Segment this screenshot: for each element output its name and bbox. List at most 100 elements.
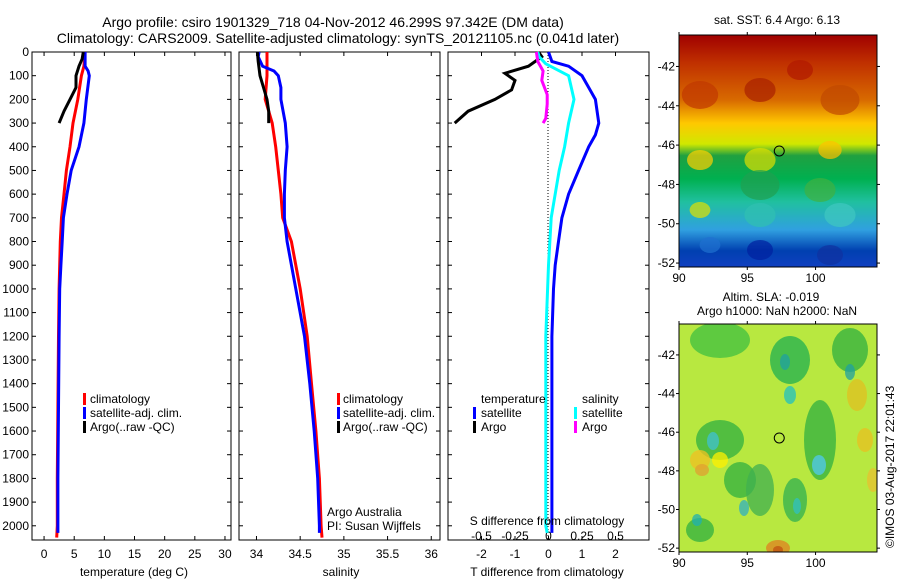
- x-tick-label: 100: [806, 271, 826, 285]
- sst-field-patch: [740, 170, 780, 200]
- sst-field-patch: [699, 237, 721, 253]
- sla-field-patch: [847, 379, 867, 411]
- x-tick-label: 10: [98, 547, 112, 561]
- x-tick-label: 15: [128, 547, 142, 561]
- sla-field-patch: [746, 464, 774, 516]
- sst-field-patch: [817, 245, 843, 265]
- y-tick-label: 400: [9, 140, 29, 154]
- x-tick-label: 0: [545, 547, 552, 561]
- sst-field: [679, 35, 877, 267]
- y-tick-label: -48: [658, 464, 676, 478]
- y-tick-label: -50: [658, 502, 676, 516]
- y-tick-label: 1100: [3, 306, 29, 320]
- legend-swatch-temp-satellite: [473, 407, 476, 419]
- x-tick-label: -1: [510, 547, 521, 561]
- y-tick-label: 1700: [2, 448, 29, 462]
- y-tick-label: -52: [658, 256, 676, 270]
- sst-axes-frame: [678, 34, 878, 268]
- x-tick-label: 95: [741, 271, 755, 285]
- sla-field-patch: [739, 500, 749, 516]
- x-tick-label: 35.5: [376, 547, 400, 561]
- y-tick-label: 1500: [2, 400, 29, 414]
- y-tick-label: 1400: [2, 377, 29, 391]
- sst-lat-axis: -42 -44 -46 -48 -50 -52: [658, 59, 880, 270]
- sla-field-patch: [773, 546, 783, 552]
- y-tick-label: 200: [9, 92, 29, 106]
- series-line-salinity-argo: [534, 51, 549, 124]
- x-tick-label: 0: [41, 547, 48, 561]
- x-tick-label: 100: [806, 556, 826, 570]
- difference-panel: -2 -1 0 1 2 -0.5 -0.25 0 0.25 0.5 S difference f…: [447, 51, 650, 579]
- sla-field-patch: [686, 518, 714, 542]
- x-tick-label: 90: [672, 271, 686, 285]
- sla-argo-location-marker: [773, 432, 785, 444]
- y-tick-label: 1800: [2, 471, 29, 485]
- sla-field-patch: [780, 354, 790, 370]
- sst-field-patch: [744, 148, 776, 172]
- salinity-legend: climatology satellite-adj. clim. Argo(..…: [337, 392, 435, 434]
- y-tick-label: -44: [658, 99, 676, 113]
- sst-field-patch: [744, 203, 776, 227]
- x-tick-label: 90: [672, 556, 686, 570]
- legend-swatch-satellite-adj: [83, 407, 86, 419]
- y-tick-label: 700: [9, 211, 29, 225]
- y-tick-label: -46: [658, 425, 676, 439]
- sst-field-patch: [820, 85, 860, 115]
- sla-field-patch: [793, 498, 801, 514]
- sst-field-patch: [681, 81, 719, 109]
- y-tick-label: 2000: [2, 519, 29, 533]
- y-tick-label: -42: [658, 348, 676, 362]
- series-line-climatology: [263, 52, 324, 538]
- legend-label-climatology: climatology: [343, 392, 403, 406]
- credit-stamp: ©IMOS 03-Aug-2017 22:01:43: [883, 385, 897, 548]
- sla-field-patch: [692, 514, 702, 526]
- s-difference-label: S difference from climatology: [470, 514, 625, 528]
- sla-field-patch: [784, 386, 796, 404]
- sst-lon-axis: 90 95 100: [672, 32, 826, 285]
- sla-field-patch: [804, 400, 836, 480]
- y-tick-label: 1000: [2, 282, 29, 296]
- y-tick-label: -44: [658, 387, 676, 401]
- difference-legend: temperature satellite Argo salinity sate…: [473, 392, 623, 434]
- y-tick-label: -42: [658, 59, 676, 73]
- x-tick-label: 35: [337, 547, 351, 561]
- series-line-argo-raw-qc-: [255, 51, 271, 124]
- sla-field-patch: [812, 455, 826, 475]
- x-tick-label: 1: [579, 547, 586, 561]
- sst-field-patch: [804, 178, 836, 202]
- salinity-series: [255, 51, 324, 538]
- sst-map-title: sat. SST: 6.4 Argo: 6.13: [714, 13, 840, 27]
- sst-field-patch: [687, 150, 713, 170]
- x-tick-label: 20: [158, 547, 172, 561]
- salinity-depth-ticks: [239, 51, 440, 527]
- legend-label-satellite-adj: satellite-adj. clim.: [343, 406, 435, 420]
- sla-axes-frame: [678, 323, 878, 553]
- legend-swatch-sal-argo: [574, 421, 577, 433]
- legend-label-satellite-adj: satellite-adj. clim.: [90, 406, 182, 420]
- salinity-axes-frame: [238, 51, 441, 541]
- legend-swatch-temp-argo: [473, 421, 476, 433]
- x-tick-label: 95: [741, 556, 755, 570]
- sst-field-patch: [824, 203, 856, 227]
- y-tick-label: 900: [9, 258, 29, 272]
- temperature-series: [55, 51, 91, 538]
- y-tick-label: 600: [9, 187, 29, 201]
- y-tick-label: 800: [9, 235, 29, 249]
- legend-label-sal-argo: Argo: [582, 420, 608, 434]
- sla-map-title: Altim. SLA: -0.019: [723, 290, 820, 304]
- x-tick-label: 34: [250, 547, 264, 561]
- temperature-x-axis: 0 5 10 15 20 25 30: [41, 52, 232, 561]
- depth-axis: 0 100 200 300 400 500 600 700 800 900 1000 1100 1200…: [2, 45, 231, 533]
- series-line-satellite-adj-clim-: [56, 52, 91, 533]
- sla-field-patch: [695, 464, 709, 476]
- temperature-panel: 0100200300400500600700800900100011001200…: [2, 45, 232, 579]
- legend-label-argo: Argo(..raw -QC): [90, 420, 175, 434]
- t-difference-xlabel: T difference from climatology: [470, 565, 624, 579]
- sst-argo-location-marker: [773, 145, 785, 157]
- sla-map-subtitle: Argo h1000: NaN h2000: NaN: [697, 304, 857, 318]
- legend-swatch-argo: [83, 421, 86, 433]
- x-tick-label: 30: [218, 547, 232, 561]
- sst-field-detail: [681, 60, 860, 265]
- y-tick-label: 100: [9, 69, 29, 83]
